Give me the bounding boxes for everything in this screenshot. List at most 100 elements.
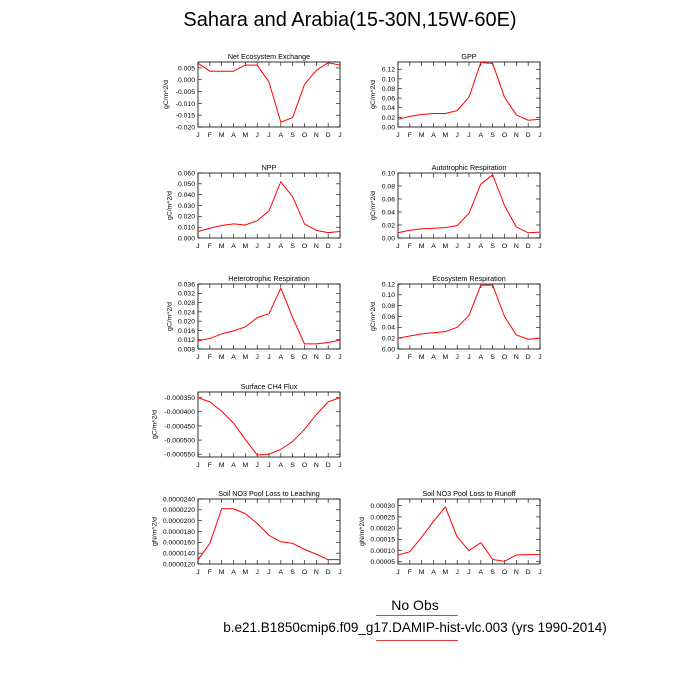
y-tick-label: -0.000400	[164, 409, 195, 416]
x-tick-label: S	[490, 354, 495, 361]
x-tick-label: M	[219, 132, 225, 139]
y-tick-label: 0.010	[178, 225, 195, 232]
x-tick-label: J	[455, 354, 458, 361]
x-tick-label: M	[442, 354, 448, 361]
y-tick-label: 0.036	[178, 281, 195, 288]
series-line	[397, 506, 540, 562]
plot-frame	[197, 61, 341, 128]
y-tick-label: 0.08	[382, 303, 395, 310]
x-tick-label: J	[455, 132, 458, 139]
x-tick-label: D	[526, 243, 531, 250]
x-tick-label: J	[467, 132, 470, 139]
x-tick-label: S	[490, 243, 495, 250]
x-tick-label: F	[408, 354, 412, 361]
y-tick-label: 0.0000180	[163, 529, 195, 536]
x-tick-label: M	[442, 243, 448, 250]
y-tick-label: 0.000	[178, 235, 195, 242]
y-tick-label: 0.040	[178, 192, 195, 199]
x-tick-label: J	[255, 462, 258, 469]
y-axis-label: gC/m^2/d	[370, 191, 377, 220]
y-tick-label: 0.060	[178, 170, 195, 177]
plot-frame	[197, 172, 341, 239]
x-tick-label: O	[502, 569, 507, 576]
x-tick-label: O	[302, 462, 307, 469]
x-tick-label: J	[467, 569, 470, 576]
x-tick-label: F	[208, 132, 212, 139]
y-tick-label: -0.000450	[164, 423, 195, 430]
y-tick-label: 0.0000240	[163, 496, 195, 503]
y-tick-label: 0.12	[382, 67, 395, 74]
y-tick-label: 0.06	[382, 96, 395, 103]
x-tick-label: J	[196, 462, 199, 469]
chart-title: Net Ecosystem Exchange	[228, 52, 310, 61]
x-tick-label: A	[231, 243, 236, 250]
x-tick-label: J	[338, 569, 341, 576]
y-tick-label: 0.00015	[370, 537, 395, 544]
x-tick-label: A	[431, 569, 436, 576]
x-tick-label: D	[326, 354, 331, 361]
x-tick-label: O	[302, 132, 307, 139]
x-tick-label: M	[242, 569, 248, 576]
y-tick-label: 0.050	[178, 181, 195, 188]
plot-frame	[397, 283, 541, 350]
y-tick-label: 0.020	[178, 214, 195, 221]
x-tick-label: D	[526, 132, 531, 139]
x-tick-label: J	[255, 243, 258, 250]
x-tick-label: N	[314, 132, 319, 139]
x-tick-label: M	[419, 243, 425, 250]
y-tick-label: 0.0000220	[163, 507, 195, 514]
y-tick-label: 0.0000200	[163, 518, 195, 525]
y-tick-label: 0.020	[178, 319, 195, 326]
y-tick-label: 0.04	[382, 209, 395, 216]
x-tick-label: J	[538, 354, 541, 361]
x-tick-label: J	[467, 243, 470, 250]
legend-case-label: b.e21.B1850cmip6.f09_g17.DAMIP-hist-vlc.…	[223, 620, 607, 635]
chart-title: Ecosystem Respiration	[432, 274, 506, 283]
x-tick-label: M	[419, 132, 425, 139]
y-tick-label: 0.06	[382, 196, 395, 203]
x-tick-label: D	[526, 569, 531, 576]
x-tick-label: M	[219, 354, 225, 361]
x-tick-label: J	[255, 354, 258, 361]
x-tick-label: J	[455, 569, 458, 576]
x-tick-label: J	[396, 243, 399, 250]
x-tick-label: A	[479, 132, 484, 139]
x-tick-label: J	[267, 243, 270, 250]
chart-title: Heterotrophic Respiration	[228, 274, 310, 283]
y-tick-label: 0.00010	[370, 548, 395, 555]
y-tick-label: 0.00	[382, 124, 395, 131]
x-tick-label: S	[490, 569, 495, 576]
x-tick-label: J	[255, 569, 258, 576]
x-tick-label: O	[502, 132, 507, 139]
y-tick-label: 0.032	[178, 291, 195, 298]
y-tick-label: 0.012	[178, 337, 195, 344]
y-axis-label: gC/m^2/d	[163, 80, 170, 109]
y-axis-label: gC/m^2/d	[370, 80, 377, 109]
x-tick-label: J	[267, 354, 270, 361]
y-tick-label: 0.08	[382, 86, 395, 93]
x-tick-label: J	[338, 354, 341, 361]
y-tick-label: 0.028	[178, 300, 195, 307]
x-tick-label: J	[338, 243, 341, 250]
series-line	[197, 287, 341, 345]
x-tick-label: D	[326, 569, 331, 576]
x-tick-label: J	[255, 132, 258, 139]
x-tick-label: M	[419, 354, 425, 361]
page-title: Sahara and Arabia(15-30N,15W-60E)	[183, 9, 517, 31]
x-tick-label: M	[242, 132, 248, 139]
x-tick-label: D	[326, 462, 331, 469]
series-line	[397, 284, 541, 340]
x-tick-label: N	[514, 243, 519, 250]
x-tick-label: A	[479, 243, 484, 250]
plot-frame	[197, 283, 341, 350]
y-tick-label: -0.015	[176, 113, 195, 120]
x-tick-label: F	[208, 243, 212, 250]
x-tick-label: A	[431, 132, 436, 139]
series-line	[197, 62, 341, 123]
